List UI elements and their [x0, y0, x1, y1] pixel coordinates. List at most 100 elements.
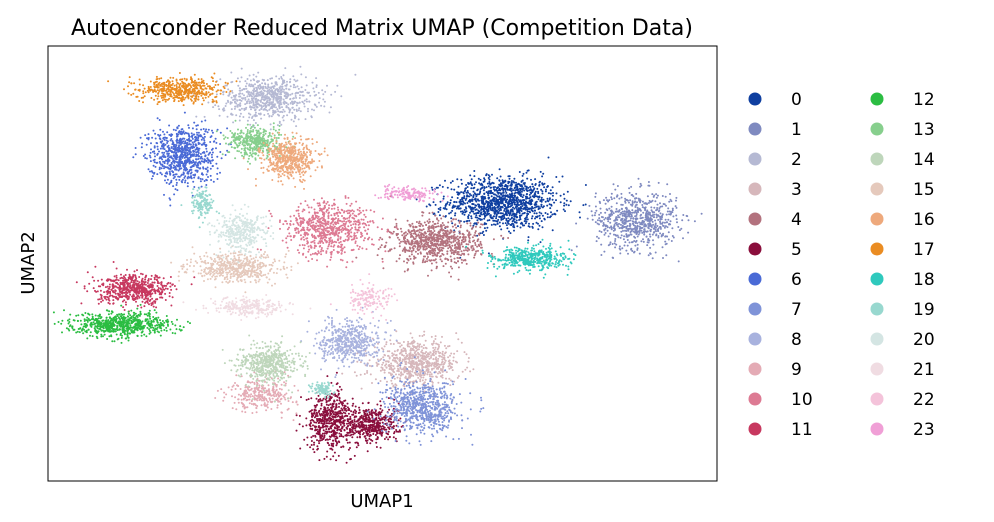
point [624, 219, 627, 222]
point [495, 197, 498, 200]
point [594, 195, 597, 198]
point [231, 80, 234, 83]
point [455, 201, 458, 204]
point [533, 187, 536, 190]
point [318, 101, 320, 104]
point [240, 107, 243, 110]
point [379, 246, 382, 249]
point [513, 229, 515, 232]
point [501, 182, 504, 184]
point [449, 384, 452, 387]
point [318, 431, 321, 434]
point [700, 212, 703, 215]
point [304, 89, 307, 91]
point [427, 256, 429, 258]
point [646, 195, 649, 198]
point [444, 262, 447, 265]
point [485, 191, 488, 194]
point [424, 355, 427, 358]
point [549, 189, 552, 192]
point [644, 209, 647, 212]
point [582, 204, 585, 207]
point [318, 459, 321, 462]
point [345, 439, 348, 442]
point [646, 244, 649, 247]
point [644, 202, 647, 205]
point [492, 215, 495, 218]
point [409, 352, 412, 354]
point [459, 246, 462, 249]
point [515, 197, 518, 200]
point [634, 225, 637, 227]
point [227, 94, 230, 97]
point [477, 211, 480, 214]
point [338, 432, 341, 435]
point [483, 217, 486, 220]
point [490, 223, 493, 226]
point [300, 73, 303, 76]
point [410, 363, 413, 366]
point [446, 250, 449, 253]
point [350, 458, 352, 460]
point [446, 230, 449, 233]
point [667, 238, 670, 241]
point [521, 185, 524, 188]
point [452, 231, 455, 234]
point [320, 404, 323, 407]
point [501, 212, 504, 215]
point [456, 256, 459, 259]
point [246, 78, 249, 80]
point [487, 177, 490, 179]
point [672, 215, 675, 218]
point [432, 367, 435, 370]
point [569, 200, 572, 203]
point [398, 245, 401, 248]
point [613, 242, 616, 245]
point [518, 171, 521, 173]
point [414, 225, 417, 228]
point [485, 173, 488, 176]
point [410, 347, 412, 350]
point [428, 364, 431, 367]
point [630, 247, 633, 250]
point [513, 207, 516, 210]
point [654, 228, 657, 231]
point [621, 210, 624, 213]
point [294, 115, 297, 118]
point [612, 212, 615, 215]
point [546, 186, 549, 188]
point [468, 198, 471, 201]
point [239, 95, 242, 98]
point [355, 374, 358, 377]
point [631, 200, 634, 203]
point [446, 186, 449, 189]
point [409, 355, 412, 357]
point [334, 423, 337, 426]
point [533, 206, 536, 209]
point [297, 87, 300, 90]
point [603, 229, 606, 232]
point [669, 193, 671, 195]
point [442, 207, 445, 210]
point [432, 358, 435, 361]
point [533, 192, 536, 195]
point [445, 347, 448, 350]
point [406, 372, 409, 375]
point [445, 243, 448, 246]
point [390, 362, 393, 365]
point [332, 429, 335, 432]
point [493, 206, 496, 208]
point [225, 84, 228, 87]
point [495, 217, 498, 220]
point [286, 80, 288, 83]
point [401, 373, 404, 376]
point [287, 106, 290, 109]
point [648, 233, 651, 236]
point [379, 407, 382, 410]
point [531, 215, 534, 218]
point [316, 439, 318, 442]
point [504, 205, 507, 208]
point [646, 203, 648, 206]
point [451, 209, 454, 212]
point [395, 356, 398, 359]
